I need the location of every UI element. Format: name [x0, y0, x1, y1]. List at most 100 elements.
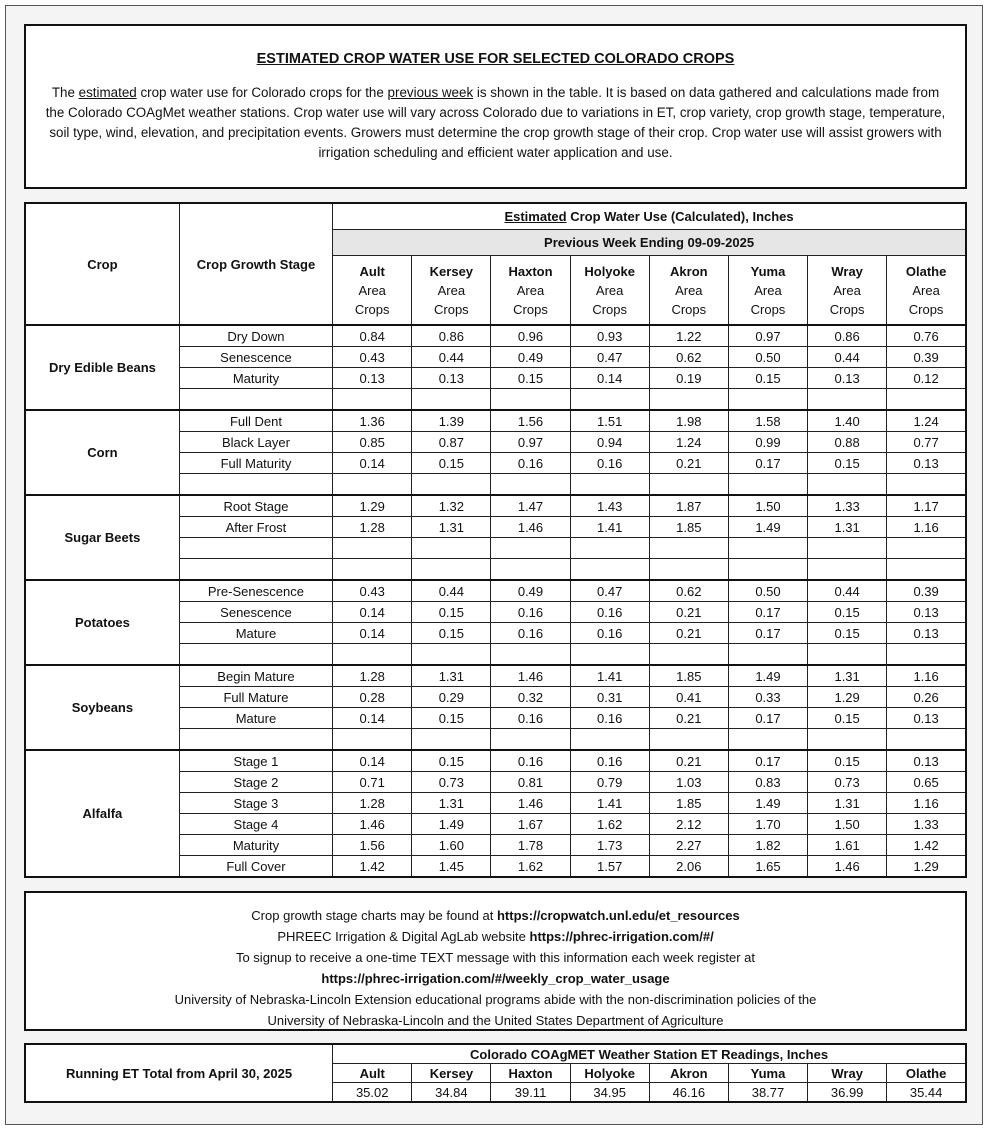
- table-row: [25, 728, 967, 751]
- water-use-value: 0.16: [569, 601, 650, 623]
- water-use-value: 0.13: [886, 749, 967, 772]
- growth-stage: [178, 643, 334, 666]
- et-station: Olathe: [886, 1063, 967, 1083]
- water-use-value: 1.46: [490, 664, 571, 687]
- water-use-value: [332, 728, 413, 751]
- water-use-value: 1.60: [411, 834, 492, 856]
- water-use-value: [490, 537, 571, 559]
- water-use-value: 1.16: [886, 516, 967, 538]
- water-use-value: 0.39: [886, 346, 967, 368]
- water-use-value: 1.73: [569, 834, 650, 856]
- water-use-value: [727, 558, 809, 581]
- water-use-value: 1.24: [886, 409, 967, 432]
- table-row: Full Mature 0.28 0.29 0.32 0.31 0.41 0.33 1.29 0…: [25, 686, 967, 708]
- growth-stage: Root Stage: [178, 494, 334, 517]
- water-use-value: 0.21: [648, 622, 729, 644]
- et-station: Yuma: [727, 1063, 809, 1083]
- water-use-value: 1.03: [648, 771, 729, 793]
- header-station: Holyoke Area Crops: [569, 255, 650, 326]
- water-use-value: 0.13: [886, 601, 967, 623]
- signup-link[interactable]: https://phrec-irrigation.com/#/weekly_cr…: [321, 971, 670, 986]
- water-use-value: [807, 473, 888, 496]
- water-use-value: 1.39: [411, 409, 492, 432]
- table-row: Stage 4 1.46 1.49 1.67 1.62 2.12 1.70 1.50 1.33: [25, 813, 967, 835]
- water-use-value: [886, 728, 967, 751]
- water-use-value: [411, 643, 492, 666]
- table-row: [25, 473, 967, 496]
- water-use-value: 1.57: [569, 855, 650, 878]
- water-use-value: 0.15: [411, 622, 492, 644]
- header-week-ending: Previous Week Ending 09-09-2025: [332, 229, 967, 256]
- et-station: Wray: [807, 1063, 888, 1083]
- water-use-value: 0.13: [332, 367, 413, 389]
- water-use-value: 0.71: [332, 771, 413, 793]
- water-use-value: 1.46: [332, 813, 413, 835]
- water-use-value: 0.50: [727, 579, 809, 602]
- water-use-value: 0.14: [332, 601, 413, 623]
- water-use-value: 1.29: [332, 494, 413, 517]
- water-use-value: [727, 388, 809, 411]
- footer-box: Crop growth stage charts may be found at…: [24, 891, 967, 1031]
- water-use-value: 0.13: [807, 367, 888, 389]
- water-use-value: 1.43: [569, 494, 650, 517]
- water-use-value: 0.96: [490, 324, 571, 347]
- water-use-value: 1.41: [569, 792, 650, 814]
- growth-stage: Mature: [178, 622, 334, 644]
- et-value: 35.44: [886, 1082, 967, 1103]
- phrec-link[interactable]: https://phrec-irrigation.com/#/: [529, 929, 714, 944]
- et-station: Haxton: [490, 1063, 571, 1083]
- water-use-value: [411, 537, 492, 559]
- water-use-value: 0.15: [411, 707, 492, 729]
- water-use-value: 0.86: [807, 324, 888, 347]
- cropwatch-link[interactable]: https://cropwatch.unl.edu/et_resources: [496, 908, 740, 923]
- water-use-value: 1.85: [648, 516, 729, 538]
- water-use-value: [727, 473, 809, 496]
- water-use-value: 2.12: [648, 813, 729, 835]
- water-use-value: 1.87: [648, 494, 729, 517]
- header-station: Yuma Area Crops: [727, 255, 809, 326]
- water-use-value: 0.13: [411, 367, 492, 389]
- water-use-value: 0.87: [411, 431, 492, 453]
- water-use-value: [886, 558, 967, 581]
- water-use-value: [569, 558, 650, 581]
- water-use-value: 1.47: [490, 494, 571, 517]
- water-use-value: [569, 537, 650, 559]
- footer-line: PHREEC Irrigation & Digital AgLab websit…: [277, 929, 714, 944]
- water-use-value: 0.77: [886, 431, 967, 453]
- water-use-value: 1.36: [332, 409, 413, 432]
- table-row: Maturity 0.13 0.13 0.15 0.14 0.19 0.15 0.13 0.12: [25, 367, 967, 389]
- table-row: Senescence 0.14 0.15 0.16 0.16 0.21 0.17 0.15 0.…: [25, 601, 967, 623]
- water-use-value: 1.16: [886, 792, 967, 814]
- growth-stage: Pre-Senescence: [178, 579, 334, 602]
- water-use-value: 0.33: [727, 686, 809, 708]
- water-use-value: [411, 558, 492, 581]
- water-use-value: 0.21: [648, 707, 729, 729]
- crop-name: Sugar Beets: [24, 494, 180, 581]
- water-use-value: 0.17: [727, 601, 809, 623]
- growth-stage: Full Dent: [178, 409, 334, 432]
- water-use-value: [332, 537, 413, 559]
- water-use-value: [807, 388, 888, 411]
- table-row: Mature 0.14 0.15 0.16 0.16 0.21 0.17 0.15 0.13: [25, 707, 967, 729]
- water-use-value: 1.41: [569, 516, 650, 538]
- water-use-value: 0.73: [411, 771, 492, 793]
- water-use-value: 0.14: [569, 367, 650, 389]
- water-use-value: 0.15: [807, 601, 888, 623]
- water-use-value: 1.24: [648, 431, 729, 453]
- water-use-value: 1.85: [648, 792, 729, 814]
- header-crop: Crop: [24, 202, 180, 326]
- water-use-value: [411, 388, 492, 411]
- water-use-value: 1.85: [648, 664, 729, 687]
- growth-stage: Senescence: [178, 601, 334, 623]
- water-use-value: [648, 558, 729, 581]
- water-use-value: 0.47: [569, 579, 650, 602]
- water-use-value: [648, 643, 729, 666]
- water-use-value: 0.16: [490, 749, 571, 772]
- water-use-value: 0.43: [332, 346, 413, 368]
- water-use-value: 2.27: [648, 834, 729, 856]
- et-value: 38.77: [727, 1082, 809, 1103]
- table-row: Stage 2 0.71 0.73 0.81 0.79 1.03 0.83 0.73 0.65: [25, 771, 967, 793]
- water-use-value: [332, 558, 413, 581]
- water-use-value: 0.17: [727, 749, 809, 772]
